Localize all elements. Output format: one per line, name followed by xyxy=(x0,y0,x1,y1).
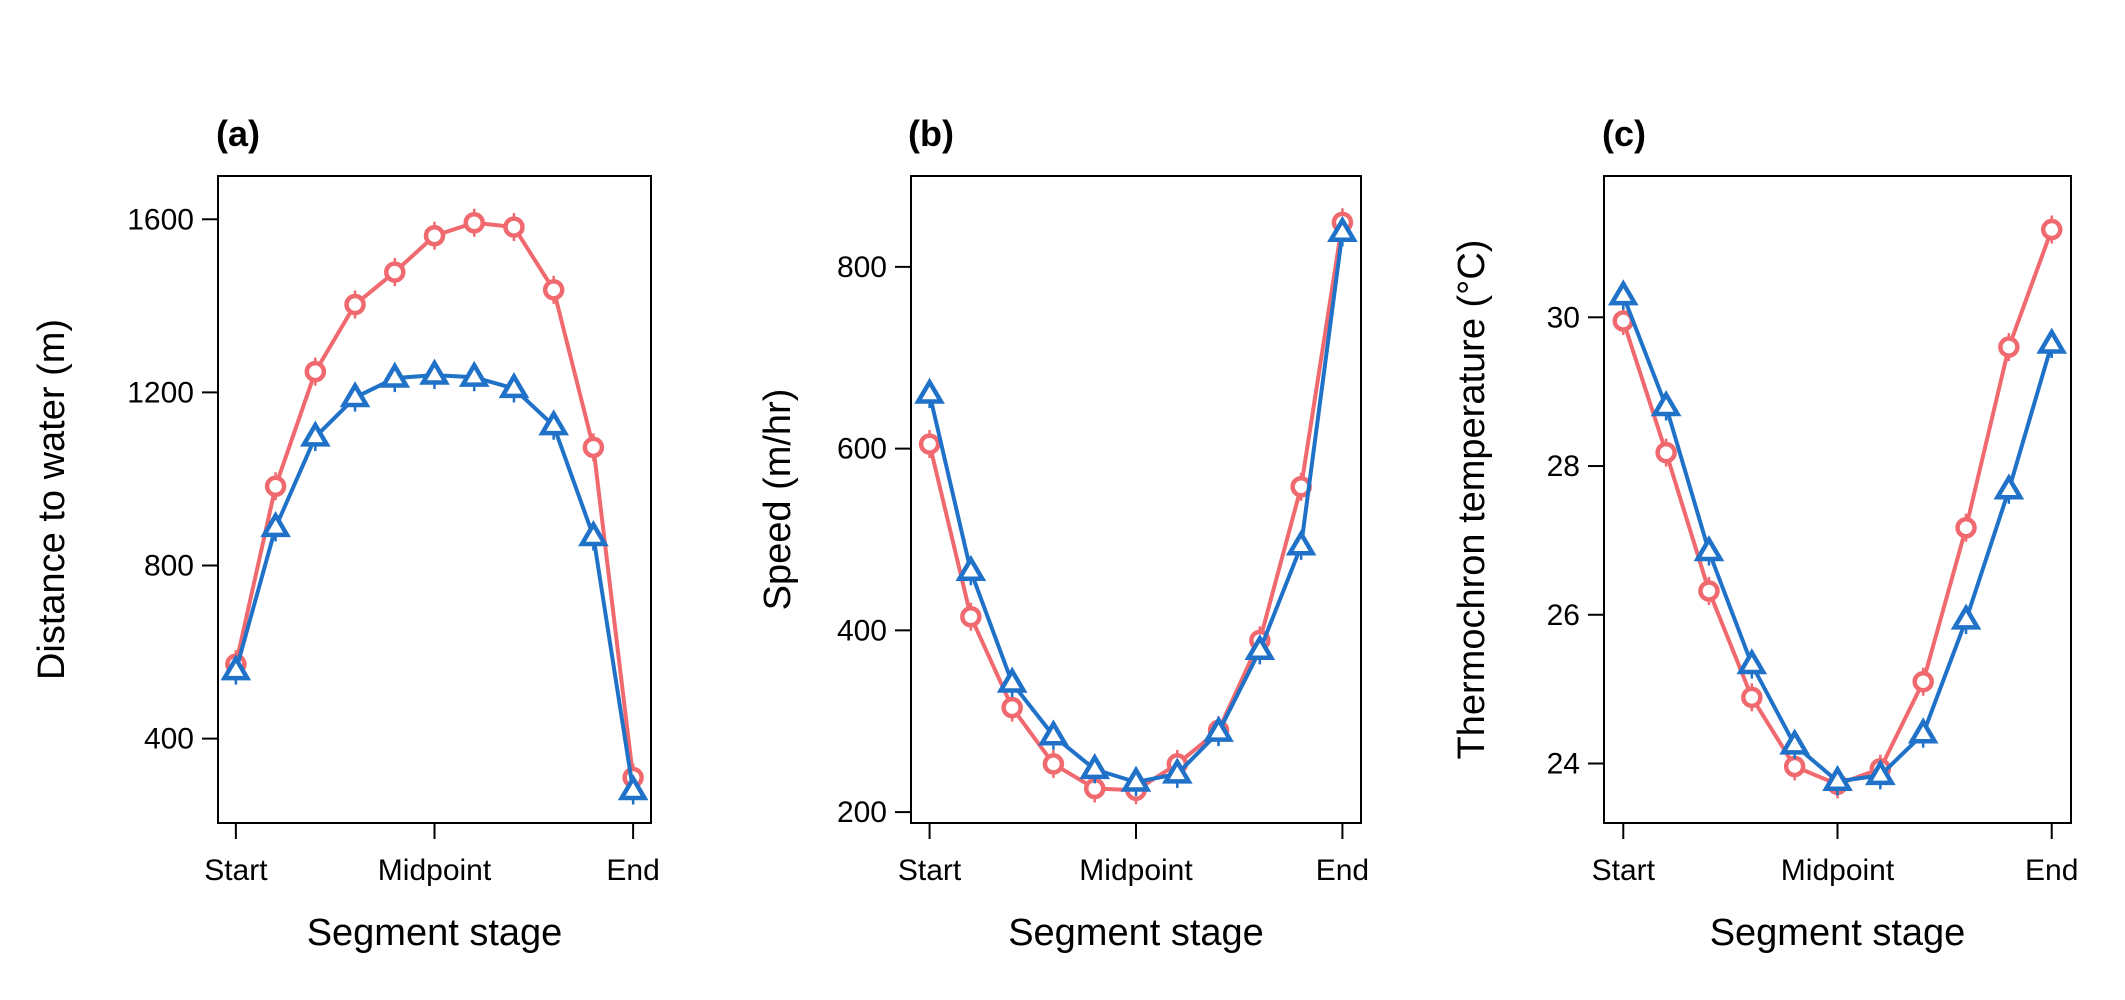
data-point-circle xyxy=(960,605,982,628)
data-point-triangle xyxy=(1327,215,1358,243)
data-point-circle xyxy=(1698,580,1720,602)
y-tick-label: 1600 xyxy=(127,203,194,236)
data-point-triangle xyxy=(1120,765,1152,792)
data-point-triangle xyxy=(1244,633,1276,661)
data-point-circle xyxy=(542,279,565,301)
panel-letter: (a) xyxy=(216,113,260,154)
data-point-circle xyxy=(384,261,406,283)
panel-a: (a) 400 800 1200 1600 Start Midpoint End Segment… xyxy=(31,113,660,954)
data-point-circle xyxy=(423,224,446,247)
data-point-triangle xyxy=(220,654,252,681)
series-line-triangle xyxy=(927,232,1345,785)
x-tick-label: Midpoint xyxy=(1079,854,1193,887)
x-tick-label: End xyxy=(606,854,659,887)
y-tick-label: 30 xyxy=(1547,301,1580,334)
data-point-circle xyxy=(1998,336,2020,358)
data-point-circle xyxy=(1912,670,1934,693)
plot-frame xyxy=(217,175,652,824)
series-line-triangle xyxy=(233,373,636,791)
data-point-circle xyxy=(1741,686,1763,709)
panel-c: (c) 24 26 28 30 Start Midpoint End Segment stage… xyxy=(1451,113,2078,954)
data-point-triangle xyxy=(1993,473,2025,500)
data-point-circle xyxy=(918,433,941,455)
y-tick-label: 200 xyxy=(837,796,887,829)
data-point-triangle xyxy=(1779,728,1810,755)
data-point-triangle xyxy=(1736,648,1768,675)
data-point-circle xyxy=(1042,753,1065,775)
data-point-circle xyxy=(1001,696,1023,719)
data-point-circle xyxy=(503,216,525,238)
data-point-triangle xyxy=(955,554,987,581)
data-point-triangle xyxy=(260,510,291,538)
data-point-triangle xyxy=(1693,535,1725,562)
plot-frame xyxy=(910,175,1362,824)
data-point-triangle xyxy=(379,361,411,388)
data-point-triangle xyxy=(538,409,570,436)
data-point-triangle xyxy=(914,377,945,404)
data-point-triangle xyxy=(1079,752,1111,780)
data-point-triangle xyxy=(339,381,371,408)
x-axis-title: Segment stage xyxy=(1710,912,1966,954)
y-tick-label: 400 xyxy=(144,723,194,756)
data-point-triangle xyxy=(1203,715,1234,742)
y-axis-title: Speed (m/hr) xyxy=(757,389,799,611)
x-tick-label: End xyxy=(2025,854,2078,887)
data-point-circle xyxy=(2040,218,2063,241)
data-point-triangle xyxy=(2036,327,2068,354)
data-point-triangle xyxy=(498,372,530,399)
data-point-triangle xyxy=(1907,717,1939,744)
data-point-triangle xyxy=(1950,603,1982,630)
y-tick-label: 600 xyxy=(837,433,887,466)
x-axis-title: Segment stage xyxy=(1008,912,1264,954)
y-tick-label: 800 xyxy=(837,251,887,284)
data-point-triangle xyxy=(1285,529,1317,556)
data-point-triangle xyxy=(617,774,649,801)
y-tick-label: 800 xyxy=(144,549,194,582)
series-line-circle xyxy=(233,220,636,778)
data-point-triangle xyxy=(458,360,490,387)
data-point-triangle xyxy=(419,358,450,385)
data-point-circle xyxy=(463,211,485,234)
data-point-circle xyxy=(1783,755,1806,778)
series-line-circle xyxy=(1621,228,2054,787)
y-tick-label: 24 xyxy=(1547,748,1580,781)
x-tick-label: Start xyxy=(1592,854,1656,887)
data-point-circle xyxy=(304,360,327,383)
data-point-triangle xyxy=(996,666,1028,693)
x-axis-title: Segment stage xyxy=(307,912,563,954)
panel-b: (b) 200 400 600 800 Start Midpoint End Segment s… xyxy=(757,113,1369,954)
data-point-triangle xyxy=(578,520,609,547)
panel-letter: (c) xyxy=(1602,113,1646,154)
data-point-triangle xyxy=(1650,390,1682,417)
data-point-circle xyxy=(582,436,605,459)
y-tick-label: 28 xyxy=(1547,450,1580,483)
x-tick-label: End xyxy=(1316,854,1369,887)
x-tick-label: Midpoint xyxy=(378,854,492,887)
x-tick-label: Midpoint xyxy=(1781,854,1895,887)
x-tick-label: Start xyxy=(898,854,962,887)
panel-letter: (b) xyxy=(908,113,954,154)
data-point-triangle xyxy=(1161,757,1193,784)
series-line-circle xyxy=(927,222,1345,793)
y-tick-label: 26 xyxy=(1547,599,1580,632)
data-point-circle xyxy=(344,293,366,316)
data-point-triangle xyxy=(1865,758,1896,786)
data-point-circle xyxy=(1655,441,1677,464)
data-point-triangle xyxy=(1038,719,1069,746)
x-tick-label: Start xyxy=(204,854,268,887)
data-point-circle xyxy=(1955,517,1977,539)
data-point-triangle xyxy=(1607,279,1639,306)
y-tick-label: 1200 xyxy=(127,376,194,409)
data-point-triangle xyxy=(299,420,331,447)
data-point-circle xyxy=(264,475,287,498)
series-line-triangle xyxy=(1621,295,2054,784)
data-point-triangle xyxy=(1822,764,1853,792)
y-axis-title: Distance to water (m) xyxy=(31,319,73,680)
y-axis-title: Thermochron temperature (°C) xyxy=(1451,240,1493,760)
y-tick-label: 400 xyxy=(837,614,887,647)
